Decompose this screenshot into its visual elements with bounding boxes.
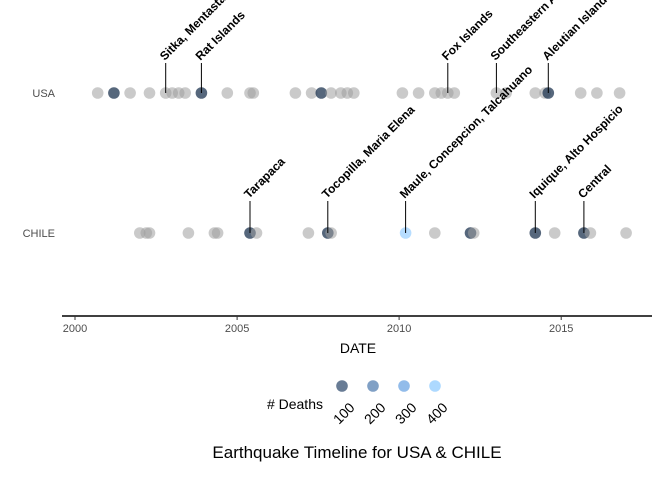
axes-layer: USA CHILE 2000 2005 2010 2015 DATE [23,88,652,356]
x-tick-label: 2000 [63,323,87,335]
data-point-usa [325,87,337,99]
legend-label: 200 [361,399,389,427]
y-tick-label-chile: CHILE [23,228,55,240]
y-tick-label-usa: USA [32,88,55,100]
annotation-label: Central [575,162,614,201]
data-point-chile [620,227,632,239]
data-point-usa [315,87,328,99]
x-axis-title: DATE [340,340,376,356]
legend-title: # Deaths [267,396,323,412]
data-point-usa [221,87,234,99]
data-point-chile [250,227,263,239]
x-tick-label: 2005 [225,323,249,335]
data-point-chile [584,227,597,239]
legend-swatch [429,380,441,392]
data-point-usa [143,87,156,99]
chart-title: Earthquake Timeline for USA & CHILE [212,443,501,462]
legend-label: 300 [392,399,420,427]
data-point-chile [182,227,195,239]
legend-swatch [336,380,348,392]
data-point-usa [613,87,626,99]
data-point-usa [412,87,425,99]
data-point-usa [91,87,104,99]
data-point-chile [143,227,156,239]
data-point-usa [448,87,461,99]
data-point-usa [179,87,191,99]
x-tick-label: 2015 [549,323,573,335]
annotation-label: Maule, Concepcion, Talcahuano [397,63,535,201]
annotation-label: Iquique, Alto Hospicio [527,102,626,201]
data-point-chile [467,227,480,239]
data-point-usa [529,87,542,99]
data-point-usa [591,87,603,99]
legend-swatch [398,380,410,392]
data-point-chile [548,227,561,239]
legend-swatch [367,380,379,392]
data-point-usa [124,87,136,99]
data-point-chile [302,227,315,239]
legend: # Deaths 100 200 300 400 [267,380,451,427]
data-point-usa [348,87,360,99]
data-point-usa [289,87,302,99]
data-point-chile [429,227,441,239]
data-point-usa [396,87,409,99]
legend-label: 400 [423,399,451,427]
data-point-chile [211,227,224,239]
data-point-usa [500,87,512,99]
data-point-chile [325,227,337,239]
x-tick-label: 2010 [387,323,411,335]
legend-label: 100 [330,399,358,427]
annotation-label: Tarapaca [241,154,288,201]
data-point-usa [247,87,260,99]
data-point-usa [305,87,318,99]
data-point-usa [574,87,587,99]
data-point-usa [108,87,120,99]
annotation-label: Fox Islands [439,6,496,63]
